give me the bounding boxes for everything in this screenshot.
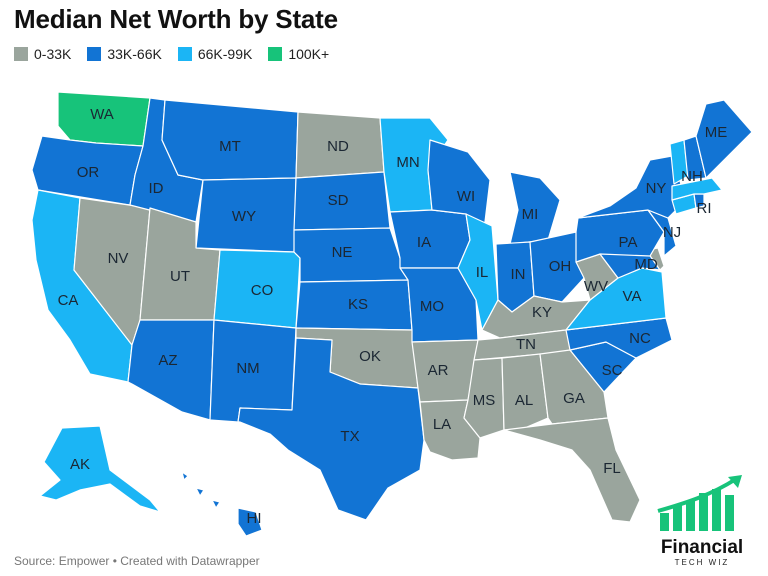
- financial-tech-wiz-logo: Financial TECH WIZ: [654, 473, 750, 568]
- state-label-co: CO: [251, 282, 274, 299]
- state-label-ny: NY: [646, 180, 667, 197]
- state-label-sc: SC: [602, 362, 623, 379]
- state-label-id: ID: [149, 180, 164, 197]
- state-label-hi: HI: [247, 510, 262, 527]
- state-label-mo: MO: [420, 298, 444, 315]
- state-label-fl: FL: [603, 460, 621, 477]
- state-label-ia: IA: [417, 234, 431, 251]
- legend-label: 100K+: [288, 46, 330, 62]
- state-label-ar: AR: [428, 362, 449, 379]
- state-label-ak: AK: [70, 456, 90, 473]
- state-label-ok: OK: [359, 348, 381, 365]
- state-label-mi: MI: [522, 206, 539, 223]
- legend-swatch: [268, 47, 283, 61]
- state-label-ky: KY: [532, 304, 552, 321]
- state-ak: [39, 425, 161, 513]
- legend-label: 0-33K: [34, 46, 72, 62]
- state-label-ca: CA: [58, 292, 79, 309]
- state-label-ks: KS: [348, 296, 368, 313]
- state-label-mn: MN: [396, 154, 419, 171]
- legend-swatch: [87, 47, 102, 61]
- state-label-in: IN: [511, 266, 526, 283]
- logo-name: Financial: [660, 537, 744, 558]
- state-label-tx: TX: [340, 428, 359, 445]
- state-label-wy: WY: [232, 208, 256, 225]
- state-label-or: OR: [77, 164, 100, 181]
- state-oh: [529, 231, 585, 303]
- state-label-nc: NC: [629, 330, 651, 347]
- bar-chart-logo-icon: [657, 475, 742, 531]
- state-label-nh: NH: [681, 168, 703, 185]
- state-label-wv: WV: [584, 278, 608, 295]
- legend-item: 66K-99K: [177, 46, 253, 62]
- state-label-ut: UT: [170, 268, 190, 285]
- legend-swatch: [14, 47, 28, 61]
- state-label-sd: SD: [328, 192, 349, 209]
- legend-item: 100K+: [268, 46, 329, 62]
- legend-item: 33K-66K: [87, 46, 162, 62]
- state-ma: [671, 177, 723, 201]
- state-label-az: AZ: [158, 352, 177, 369]
- state-label-il: IL: [476, 264, 489, 281]
- state-label-nj: NJ: [663, 224, 681, 241]
- state-ny: [577, 155, 687, 219]
- legend-label: 33K-66K: [107, 46, 162, 62]
- state-label-va: VA: [623, 288, 642, 305]
- legend: 0-33K 33K-66K 66K-99K 100K+: [14, 46, 329, 62]
- state-label-la: LA: [433, 416, 451, 433]
- state-fl: [503, 417, 641, 523]
- state-label-tn: TN: [516, 336, 536, 353]
- source-footer: Source: Empower • Created with Datawrapp…: [14, 554, 260, 568]
- state-label-ga: GA: [563, 390, 585, 407]
- state-label-md: MD: [634, 256, 657, 273]
- state-label-nd: ND: [327, 138, 349, 155]
- state-label-oh: OH: [549, 258, 572, 275]
- state-tx: [237, 337, 425, 521]
- state-label-al: AL: [515, 392, 533, 409]
- page-title: Median Net Worth by State: [14, 4, 338, 34]
- state-label-me: ME: [705, 124, 728, 141]
- logo-subtitle: TECH WIZ: [674, 558, 730, 567]
- legend-label: 66K-99K: [197, 46, 253, 62]
- state-label-wi: WI: [457, 188, 475, 205]
- state-label-ne: NE: [332, 244, 353, 261]
- state-label-pa: PA: [619, 234, 638, 251]
- state-label-mt: MT: [219, 138, 241, 155]
- state-me: [695, 99, 753, 179]
- state-co: [213, 249, 301, 329]
- state-label-wa: WA: [90, 106, 114, 123]
- legend-item: 0-33K: [14, 46, 71, 62]
- state-il: [457, 213, 499, 331]
- state-al: [501, 353, 549, 431]
- state-label-ri: RI: [697, 200, 712, 217]
- state-hi: [181, 471, 263, 537]
- state-label-ms: MS: [473, 392, 496, 409]
- state-label-nv: NV: [108, 250, 129, 267]
- state-az: [127, 319, 215, 421]
- legend-swatch: [177, 47, 192, 61]
- state-label-nm: NM: [236, 360, 259, 377]
